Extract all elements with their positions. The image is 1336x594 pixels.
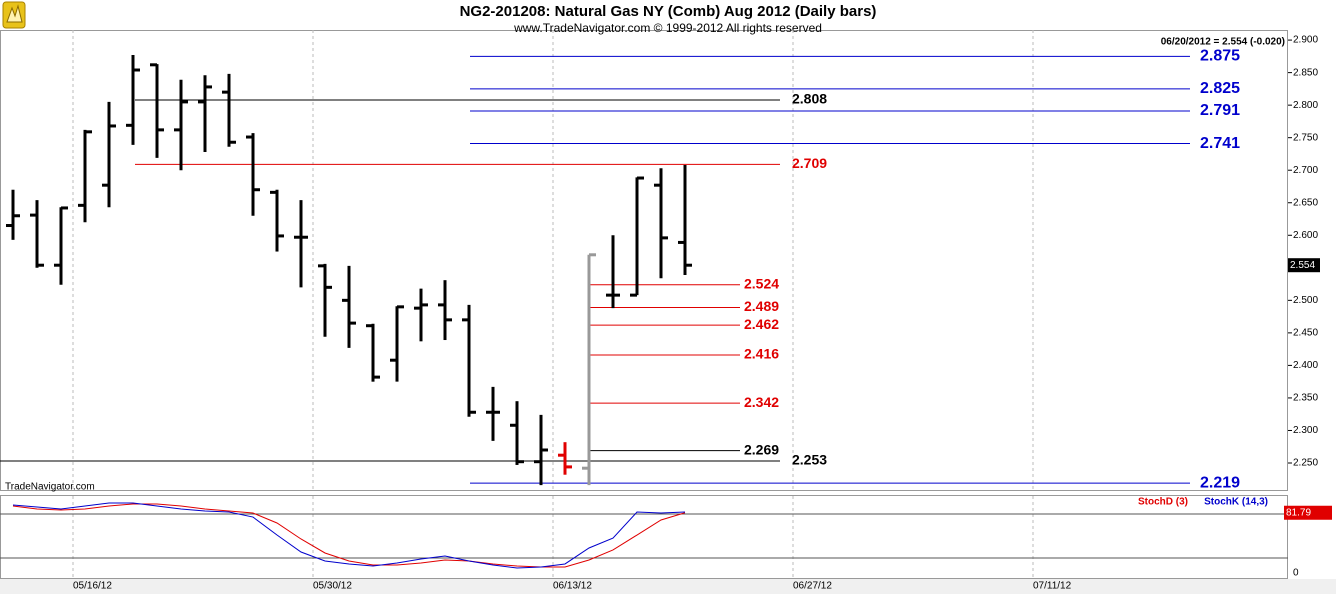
date-strip [0, 579, 1336, 594]
x-tick-label: 05/16/12 [73, 581, 112, 592]
level-label: 2.416 [744, 346, 779, 362]
y-tick-label: 2.650 [1293, 197, 1318, 208]
level-label: 2.875 [1200, 48, 1240, 65]
x-tick-label: 07/11/12 [1033, 581, 1072, 592]
y-tick-label: 2.350 [1293, 393, 1318, 404]
level-label: 2.269 [744, 441, 779, 457]
y-tick-label: 2.900 [1293, 35, 1318, 46]
stoch-frame [0, 495, 1288, 579]
x-tick-label: 06/27/12 [793, 581, 832, 592]
level-label: 2.808 [792, 91, 827, 107]
main-frame [0, 30, 1288, 491]
y-tick-label: 0 [1293, 567, 1299, 578]
level-label: 2.489 [744, 298, 779, 314]
y-tick-label: 2.300 [1293, 425, 1318, 436]
legend-entry: StochD (3) [1138, 497, 1188, 508]
level-label: 2.462 [744, 316, 779, 332]
chart-subtitle: www.TradeNavigator.com © 1999-2012 All r… [513, 21, 822, 35]
y-tick-label: 2.700 [1293, 165, 1318, 176]
stoch-badge [1284, 505, 1332, 520]
y-tick-label: 2.850 [1293, 67, 1318, 78]
level-label: 2.524 [744, 275, 779, 291]
y-tick-label: 2.500 [1293, 295, 1318, 306]
logo [2, 1, 26, 29]
y-tick-label: 2.800 [1293, 100, 1318, 111]
chart-title: NG2-201208: Natural Gas NY (Comb) Aug 20… [460, 3, 877, 20]
header-quote: 06/20/2012 = 2.554 (-0.020) [1161, 37, 1285, 48]
level-label: 2.219 [1200, 474, 1240, 491]
x-tick-label: 06/13/12 [553, 581, 592, 592]
stoch-line [12, 503, 686, 568]
price-badge [1288, 258, 1320, 273]
watermark: TradeNavigator.com [5, 482, 95, 493]
y-tick-label: 2.400 [1293, 360, 1318, 371]
x-tick-label: 05/30/12 [313, 581, 352, 592]
y-tick-label: 2.250 [1293, 458, 1318, 469]
price-badge-label: 2.554 [1290, 260, 1315, 271]
stoch-badge-label: 81.79 [1286, 507, 1311, 518]
level-label: 2.709 [792, 155, 827, 171]
level-label: 2.342 [744, 394, 779, 410]
level-label: 2.791 [1200, 102, 1240, 119]
level-label: 2.253 [792, 452, 827, 468]
stoch-line [12, 502, 686, 569]
level-label: 2.741 [1200, 135, 1240, 152]
legend-entry: StochK (14,3) [1204, 497, 1268, 508]
y-tick-label: 2.750 [1293, 132, 1318, 143]
y-tick-label: 2.600 [1293, 230, 1318, 241]
y-tick-label: 2.450 [1293, 328, 1318, 339]
level-label: 2.825 [1200, 80, 1240, 97]
